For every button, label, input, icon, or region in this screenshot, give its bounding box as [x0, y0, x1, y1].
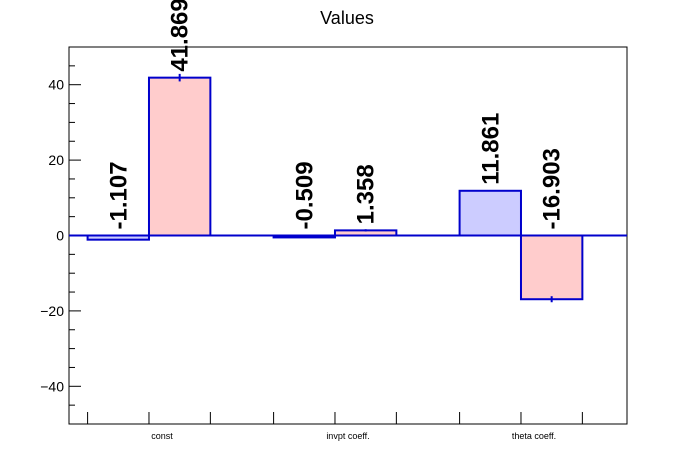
- x-tick-label: invpt coeff.: [326, 431, 369, 441]
- data-label: -0.509: [291, 161, 318, 229]
- data-label: -1.107: [105, 161, 132, 229]
- data-label: -16.903: [539, 148, 566, 229]
- y-tick-label: 40: [48, 77, 64, 93]
- bar: [147, 76, 212, 237]
- chart-title: Values: [320, 8, 374, 28]
- data-label: 41.869: [167, 0, 194, 72]
- y-tick-label: 0: [56, 228, 64, 244]
- y-tick-label: 20: [48, 152, 64, 168]
- x-tick-label: const: [151, 431, 173, 441]
- x-tick-label: theta coeff.: [512, 431, 556, 441]
- y-tick-label: −40: [40, 378, 64, 394]
- y-tick-label: −20: [40, 303, 64, 319]
- data-label: 11.861: [477, 113, 504, 185]
- bar: [458, 189, 522, 237]
- plot-area: −40 −20 0 20 40 const invpt coeff. theta coeff.…: [40, 0, 628, 441]
- data-label: 1.358: [353, 164, 380, 224]
- bar: [519, 234, 584, 301]
